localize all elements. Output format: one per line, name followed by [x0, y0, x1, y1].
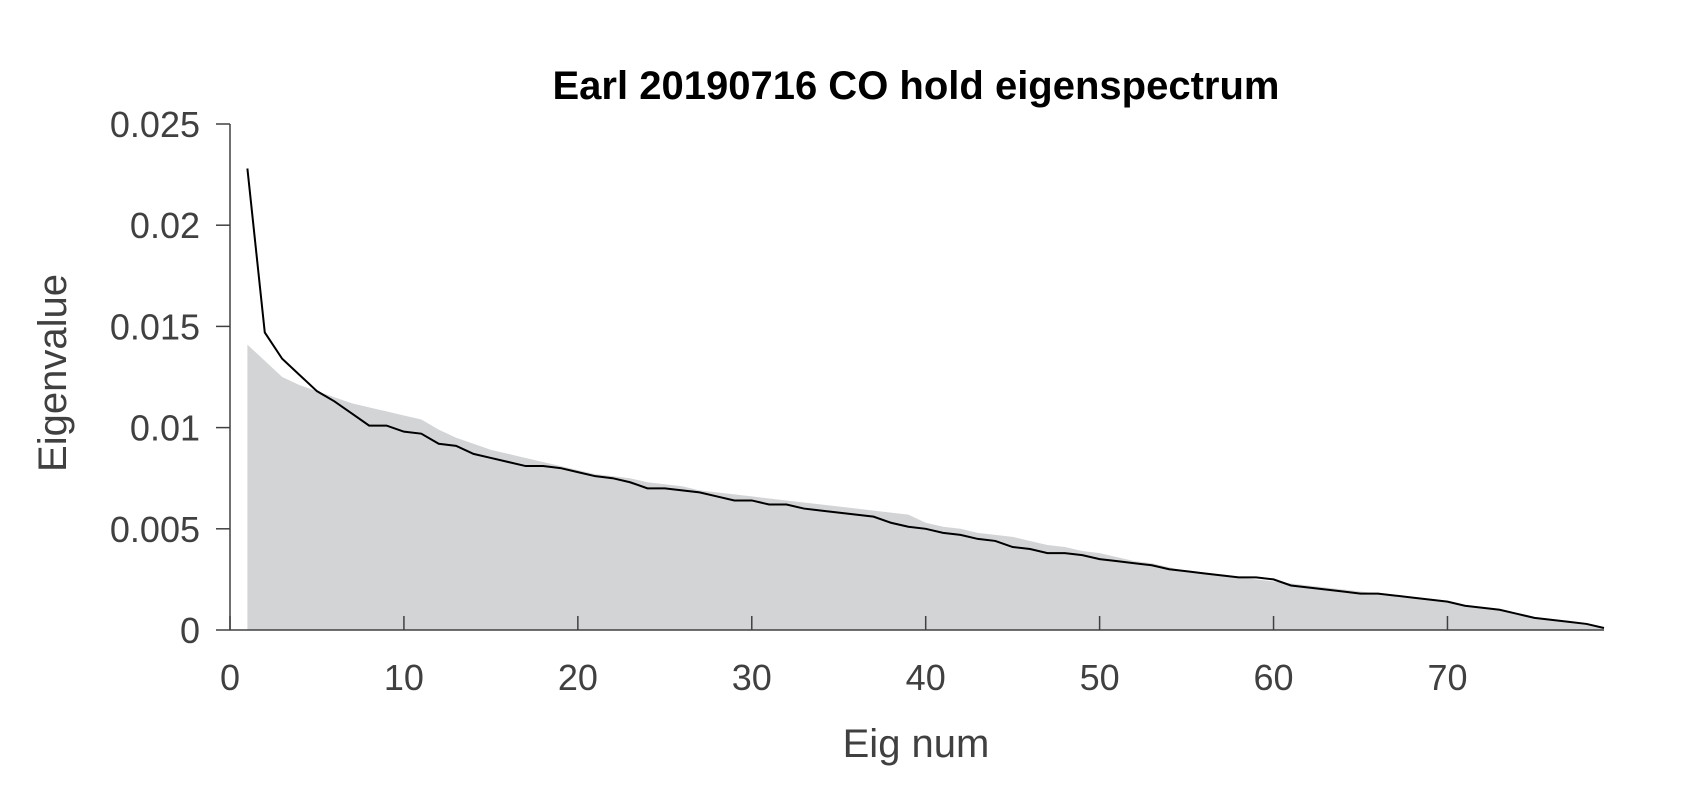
- y-tick-label: 0: [180, 610, 200, 651]
- y-axis-label: Eigenvalue: [31, 274, 75, 472]
- x-tick-label: 0: [220, 657, 240, 698]
- shaded-area-series: [247, 344, 1604, 630]
- y-tick-label: 0.025: [110, 104, 200, 145]
- x-tick-label: 40: [906, 657, 946, 698]
- x-axis: 0 10 20 30 40 50 60 70: [220, 616, 1604, 698]
- eigenvalue-line-series: [246, 168, 1605, 629]
- x-tick-label: 20: [558, 657, 598, 698]
- y-tick-label: 0.015: [110, 306, 200, 347]
- y-tick-label: 0.02: [130, 205, 200, 246]
- chart-title: Earl 20190716 CO hold eigenspectrum: [553, 64, 1280, 108]
- x-tick-label: 60: [1254, 657, 1294, 698]
- y-axis: 0 0.005 0.01 0.015 0.02 0.025: [110, 104, 231, 651]
- x-tick-label: 50: [1080, 657, 1120, 698]
- x-tick-label: 30: [732, 657, 772, 698]
- y-tick-label: 0.005: [110, 509, 200, 550]
- x-axis-label: Eig num: [843, 722, 990, 766]
- x-tick-label: 10: [384, 657, 424, 698]
- y-tick-label: 0.01: [130, 408, 200, 449]
- plot-area: [246, 168, 1605, 630]
- x-tick-label: 70: [1427, 657, 1467, 698]
